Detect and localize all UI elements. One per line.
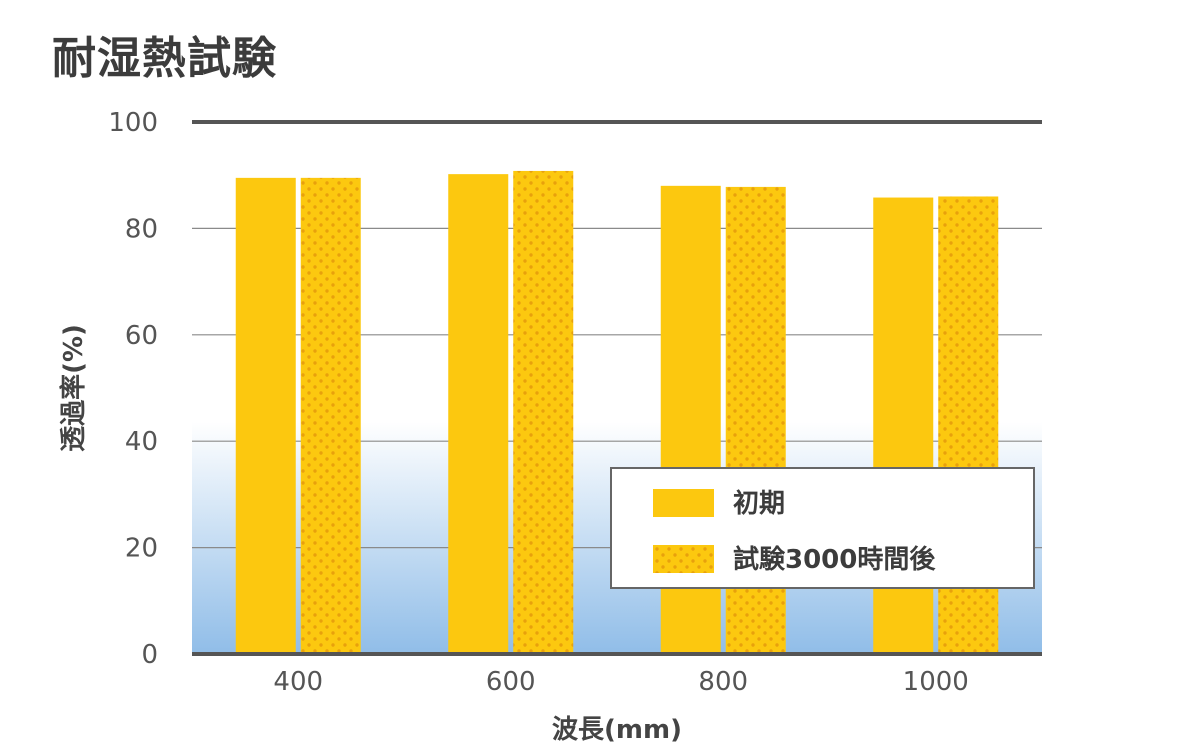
y-tick-label: 80 [125,214,158,244]
legend-label-after-3000h: 試験3000時間後 [733,544,936,575]
bar-after-3000h-600 [513,170,574,654]
x-tick-label: 1000 [903,667,969,697]
y-tick-label: 60 [125,321,158,351]
bar-initial-600 [448,174,509,655]
chart-title: 耐湿熱試験 [52,33,277,84]
x-tick-label: 600 [486,667,536,697]
legend-label-initial: 初期 [733,489,785,519]
y-axis-label: 透過率(%) [58,324,89,452]
bar-initial-400 [235,177,296,655]
legend-swatch-after-3000h [653,545,714,573]
legend-swatch-initial [653,489,714,517]
y-tick-label: 20 [125,534,158,564]
bar-after-3000h-400 [300,177,361,655]
y-tick-label: 0 [141,640,158,670]
x-tick-label: 800 [698,667,748,697]
x-axis-label: 波長(mm) [552,715,682,745]
legend: 初期 試験3000時間後 [610,467,1035,589]
y-tick-label: 100 [108,108,158,138]
x-tick-label: 400 [273,667,323,697]
y-tick-label: 40 [125,427,158,457]
